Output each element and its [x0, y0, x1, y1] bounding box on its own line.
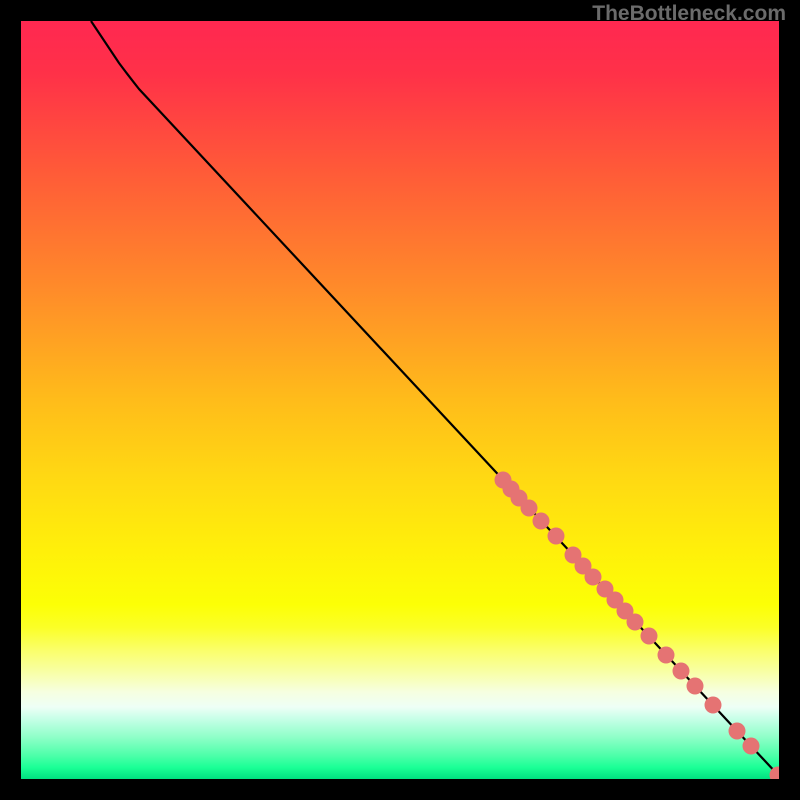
data-marker	[585, 569, 602, 586]
data-marker	[687, 678, 704, 695]
data-marker	[673, 663, 690, 680]
data-marker	[705, 697, 722, 714]
gradient-background	[21, 21, 779, 779]
chart-container: TheBottleneck.com	[0, 0, 800, 800]
data-marker	[658, 647, 675, 664]
data-marker	[641, 628, 658, 645]
data-marker	[548, 528, 565, 545]
data-marker	[521, 500, 538, 517]
data-marker	[743, 738, 760, 755]
chart-svg	[21, 21, 779, 779]
data-marker	[533, 513, 550, 530]
data-marker	[729, 723, 746, 740]
data-marker	[627, 614, 644, 631]
